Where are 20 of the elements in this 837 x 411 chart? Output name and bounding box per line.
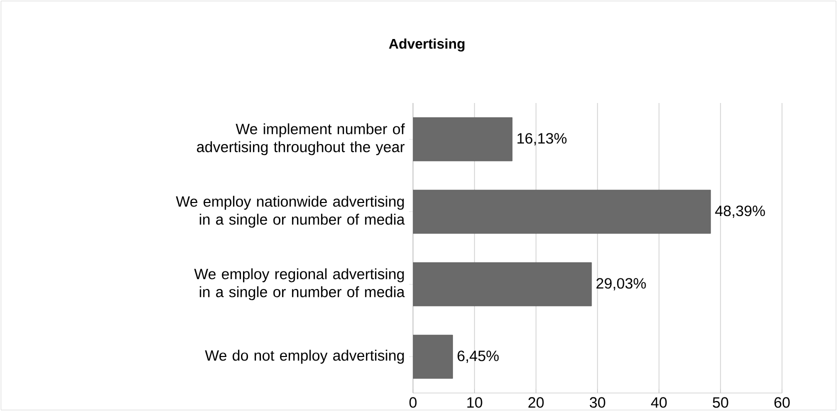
x-tick-label: 50 (712, 397, 728, 408)
bar (413, 262, 592, 306)
x-tick-label: 10 (467, 397, 482, 408)
y-tick-label: We do not employ advertising (204, 350, 404, 364)
bar (413, 190, 711, 234)
y-tick-label: We employ regional advertising in a single or number of media (194, 268, 405, 300)
x-tick-label: 60 (774, 397, 790, 408)
x-tick-label: 20 (528, 397, 544, 408)
data-label: 29,03% (596, 278, 646, 290)
data-label: 6,45% (458, 350, 499, 363)
x-tick-label: 40 (651, 397, 667, 408)
data-label: 48,39% (715, 206, 765, 218)
y-tick-label: We employ nationwide advertising in a single or number of media (176, 196, 405, 228)
data-label: 16,13% (518, 133, 567, 146)
x-tick-label: 30 (590, 397, 606, 408)
bar (413, 334, 453, 379)
chart-title: Advertising (388, 38, 464, 52)
y-tick-label: We implement number of advertising throughout the year (196, 123, 405, 156)
bar (413, 117, 512, 162)
x-tick-label: 0 (409, 397, 417, 408)
